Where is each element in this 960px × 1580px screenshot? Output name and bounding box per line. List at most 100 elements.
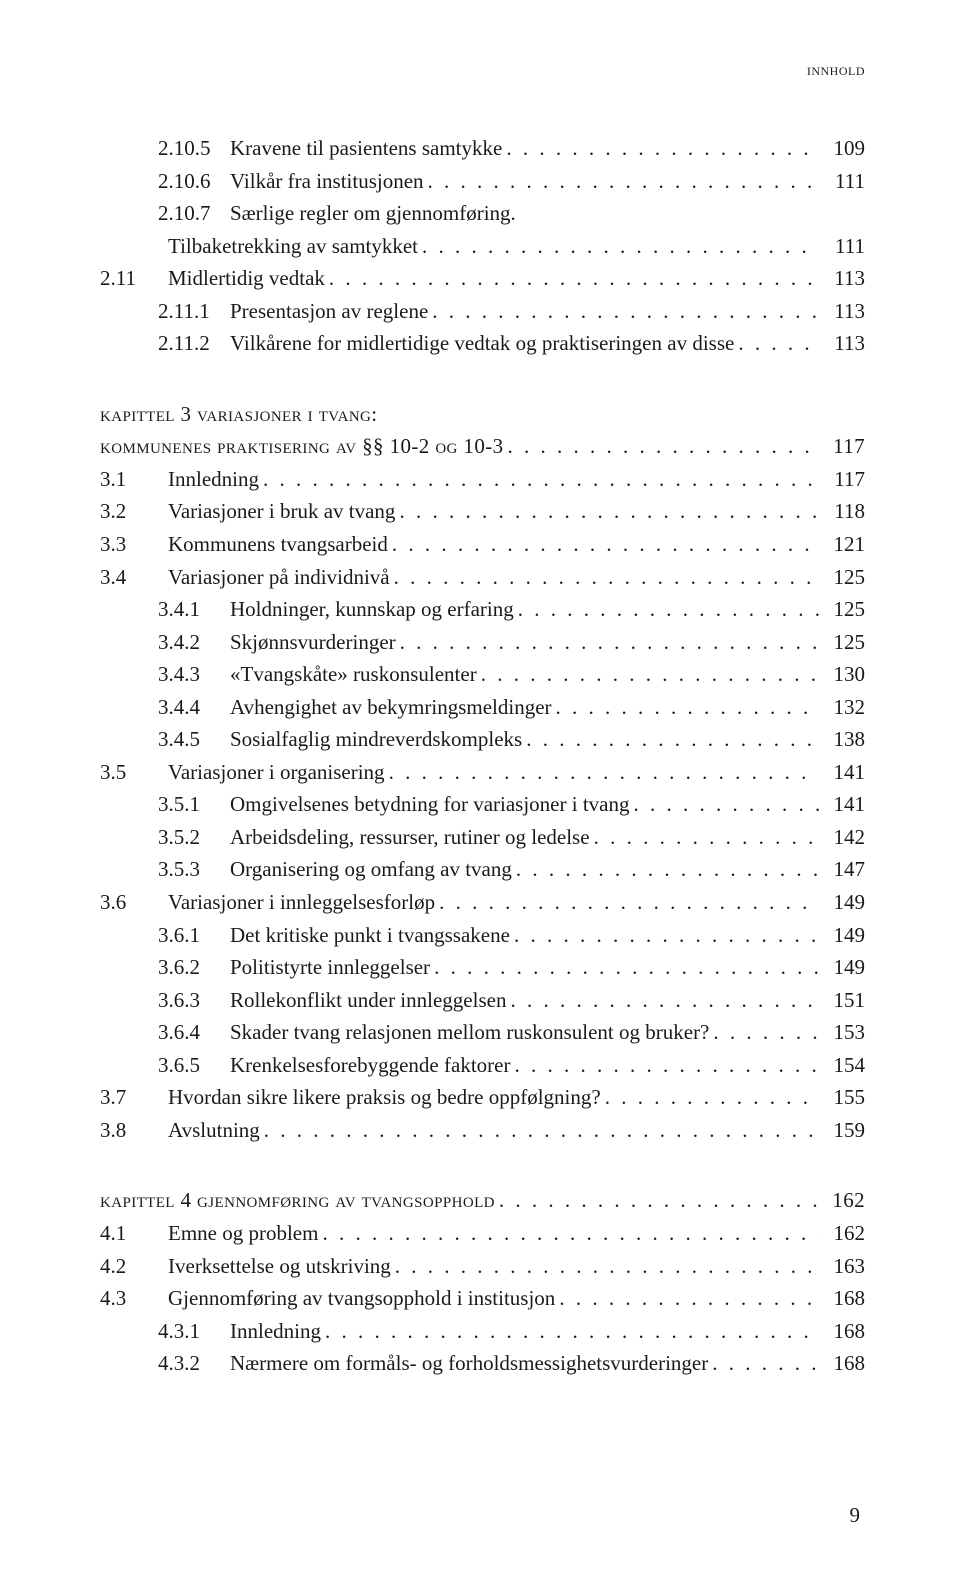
dot-leader bbox=[428, 295, 819, 328]
toc-entry-title: Det kritiske punkt i tvangssakene bbox=[230, 919, 510, 952]
toc-entry-number: 3.6 bbox=[100, 886, 168, 919]
dot-leader bbox=[321, 1315, 819, 1348]
toc-entry-number: 2.11.2 bbox=[100, 327, 230, 360]
toc-entry-number: 3.6.5 bbox=[100, 1049, 230, 1082]
dot-leader bbox=[552, 691, 819, 724]
toc-entry-page: 155 bbox=[819, 1081, 865, 1114]
toc-entry-title: Avslutning bbox=[168, 1114, 260, 1147]
toc-entry-title: Arbeidsdeling, ressurser, rutiner og led… bbox=[230, 821, 590, 854]
dot-leader bbox=[477, 658, 819, 691]
toc-entry-number: 3.7 bbox=[100, 1081, 168, 1114]
dot-leader bbox=[506, 984, 819, 1017]
toc-entry-page: 113 bbox=[819, 327, 865, 360]
toc-page: innhold 2.10.5Kravene til pasientens sam… bbox=[0, 0, 960, 1473]
toc-entry-title: Kommunens tvangsarbeid bbox=[168, 528, 388, 561]
toc-entry-page: 113 bbox=[819, 262, 865, 295]
dot-leader bbox=[512, 853, 819, 886]
dot-leader bbox=[385, 756, 819, 789]
dot-leader bbox=[504, 430, 819, 463]
toc-entry-page: 162 bbox=[819, 1217, 865, 1250]
dot-leader bbox=[555, 1282, 819, 1315]
toc-entry-title: Variasjoner i innleggelsesforløp bbox=[168, 886, 435, 919]
toc-container: 2.10.5Kravene til pasientens samtykke 109… bbox=[100, 132, 865, 1380]
toc-block: kapittel 3 variasjoner i tvang:kommunene… bbox=[100, 398, 865, 1147]
toc-entry-number: 3.6.4 bbox=[100, 1016, 230, 1049]
toc-entry-page: 142 bbox=[819, 821, 865, 854]
toc-entry-title: Organisering og omfang av tvang bbox=[230, 853, 512, 886]
toc-entry-page: 159 bbox=[819, 1114, 865, 1147]
toc-entry-page: 149 bbox=[819, 919, 865, 952]
toc-row: 2.10.7Særlige regler om gjennomføring. bbox=[100, 197, 865, 230]
toc-row: 3.4.1Holdninger, kunnskap og erfaring125 bbox=[100, 593, 865, 626]
dot-leader bbox=[590, 821, 819, 854]
dot-leader bbox=[260, 1114, 819, 1147]
toc-entry-title: kapittel 3 variasjoner i tvang: bbox=[100, 398, 378, 431]
toc-row: 3.1Innledning117 bbox=[100, 463, 865, 496]
toc-entry-title: Variasjoner på individnivå bbox=[168, 561, 390, 594]
toc-entry-page: 149 bbox=[819, 951, 865, 984]
toc-row: kapittel 4 gjennomføring av tvangsopphol… bbox=[100, 1184, 865, 1217]
toc-entry-title: Vilkår fra institusjonen bbox=[230, 165, 424, 198]
toc-entry-title: Sosialfaglig mindreverdskompleks bbox=[230, 723, 522, 756]
toc-row: 3.6.5Krenkelsesforebyggende faktorer154 bbox=[100, 1049, 865, 1082]
toc-entry-title: Innledning bbox=[230, 1315, 321, 1348]
toc-entry-number: 4.2 bbox=[100, 1250, 168, 1283]
toc-row: 3.4Variasjoner på individnivå125 bbox=[100, 561, 865, 594]
toc-row: 2.10.5Kravene til pasientens samtykke 109 bbox=[100, 132, 865, 165]
toc-row: 3.2Variasjoner i bruk av tvang118 bbox=[100, 495, 865, 528]
toc-entry-title: kapittel 4 gjennomføring av tvangsopphol… bbox=[100, 1184, 495, 1217]
toc-entry-title: Variasjoner i organisering bbox=[168, 756, 385, 789]
toc-row: 4.1Emne og problem162 bbox=[100, 1217, 865, 1250]
toc-entry-number: 2.10.5 bbox=[100, 132, 230, 165]
toc-row: Tilbaketrekking av samtykket111 bbox=[100, 230, 865, 263]
toc-entry-number: 3.6.2 bbox=[100, 951, 230, 984]
dot-leader bbox=[424, 165, 819, 198]
toc-row: 4.3Gjennomføring av tvangsopphold i inst… bbox=[100, 1282, 865, 1315]
toc-entry-page: 141 bbox=[819, 756, 865, 789]
toc-entry-page: 168 bbox=[819, 1347, 865, 1380]
toc-block: kapittel 4 gjennomføring av tvangsopphol… bbox=[100, 1184, 865, 1379]
toc-entry-number: 4.3 bbox=[100, 1282, 168, 1315]
toc-entry-page: 117 bbox=[819, 463, 865, 496]
toc-entry-page: 163 bbox=[819, 1250, 865, 1283]
toc-entry-title: Politistyrte innleggelser bbox=[230, 951, 430, 984]
toc-entry-page: 109 bbox=[819, 132, 865, 165]
toc-entry-number: 3.4.4 bbox=[100, 691, 230, 724]
toc-row: 3.5.3Organisering og omfang av tvang 147 bbox=[100, 853, 865, 886]
toc-entry-number: 3.4.5 bbox=[100, 723, 230, 756]
toc-row: 3.4.5Sosialfaglig mindreverdskompleks138 bbox=[100, 723, 865, 756]
toc-row: 3.8Avslutning 159 bbox=[100, 1114, 865, 1147]
toc-entry-title: Kravene til pasientens samtykke bbox=[230, 132, 502, 165]
toc-entry-number: 3.5 bbox=[100, 756, 168, 789]
toc-entry-page: 153 bbox=[819, 1016, 865, 1049]
toc-entry-title: Variasjoner i bruk av tvang bbox=[168, 495, 395, 528]
toc-entry-page: 111 bbox=[819, 230, 865, 263]
toc-entry-page: 111 bbox=[819, 165, 865, 198]
toc-entry-title: Hvordan sikre likere praksis og bedre op… bbox=[168, 1081, 601, 1114]
toc-entry-title: Presentasjon av reglene bbox=[230, 295, 428, 328]
toc-row: 3.6.1Det kritiske punkt i tvangssakene14… bbox=[100, 919, 865, 952]
toc-entry-title: Avhengighet av bekymringsmeldinger bbox=[230, 691, 552, 724]
toc-entry-number: 3.4 bbox=[100, 561, 168, 594]
dot-leader bbox=[390, 561, 819, 594]
toc-entry-number: 3.4.3 bbox=[100, 658, 230, 691]
dot-leader bbox=[734, 327, 819, 360]
toc-entry-number: 4.1 bbox=[100, 1217, 168, 1250]
dot-leader bbox=[510, 919, 819, 952]
toc-entry-page: 130 bbox=[819, 658, 865, 691]
toc-entry-page: 151 bbox=[819, 984, 865, 1017]
toc-entry-page: 125 bbox=[819, 626, 865, 659]
toc-entry-number: 3.5.3 bbox=[100, 853, 230, 886]
running-head: innhold bbox=[100, 60, 865, 80]
dot-leader bbox=[391, 1250, 819, 1283]
dot-leader bbox=[430, 951, 819, 984]
toc-entry-page: 118 bbox=[819, 495, 865, 528]
toc-row: 3.6.3Rollekonflikt under innleggelsen151 bbox=[100, 984, 865, 1017]
toc-row: 3.6.2Politistyrte innleggelser 149 bbox=[100, 951, 865, 984]
dot-leader bbox=[435, 886, 819, 919]
toc-entry-page: 147 bbox=[819, 853, 865, 886]
toc-row: kommunenes praktisering av §§ 10-2 og 10… bbox=[100, 430, 865, 463]
toc-entry-number: 3.8 bbox=[100, 1114, 168, 1147]
toc-entry-number: 3.6.3 bbox=[100, 984, 230, 1017]
toc-entry-page: 141 bbox=[819, 788, 865, 821]
